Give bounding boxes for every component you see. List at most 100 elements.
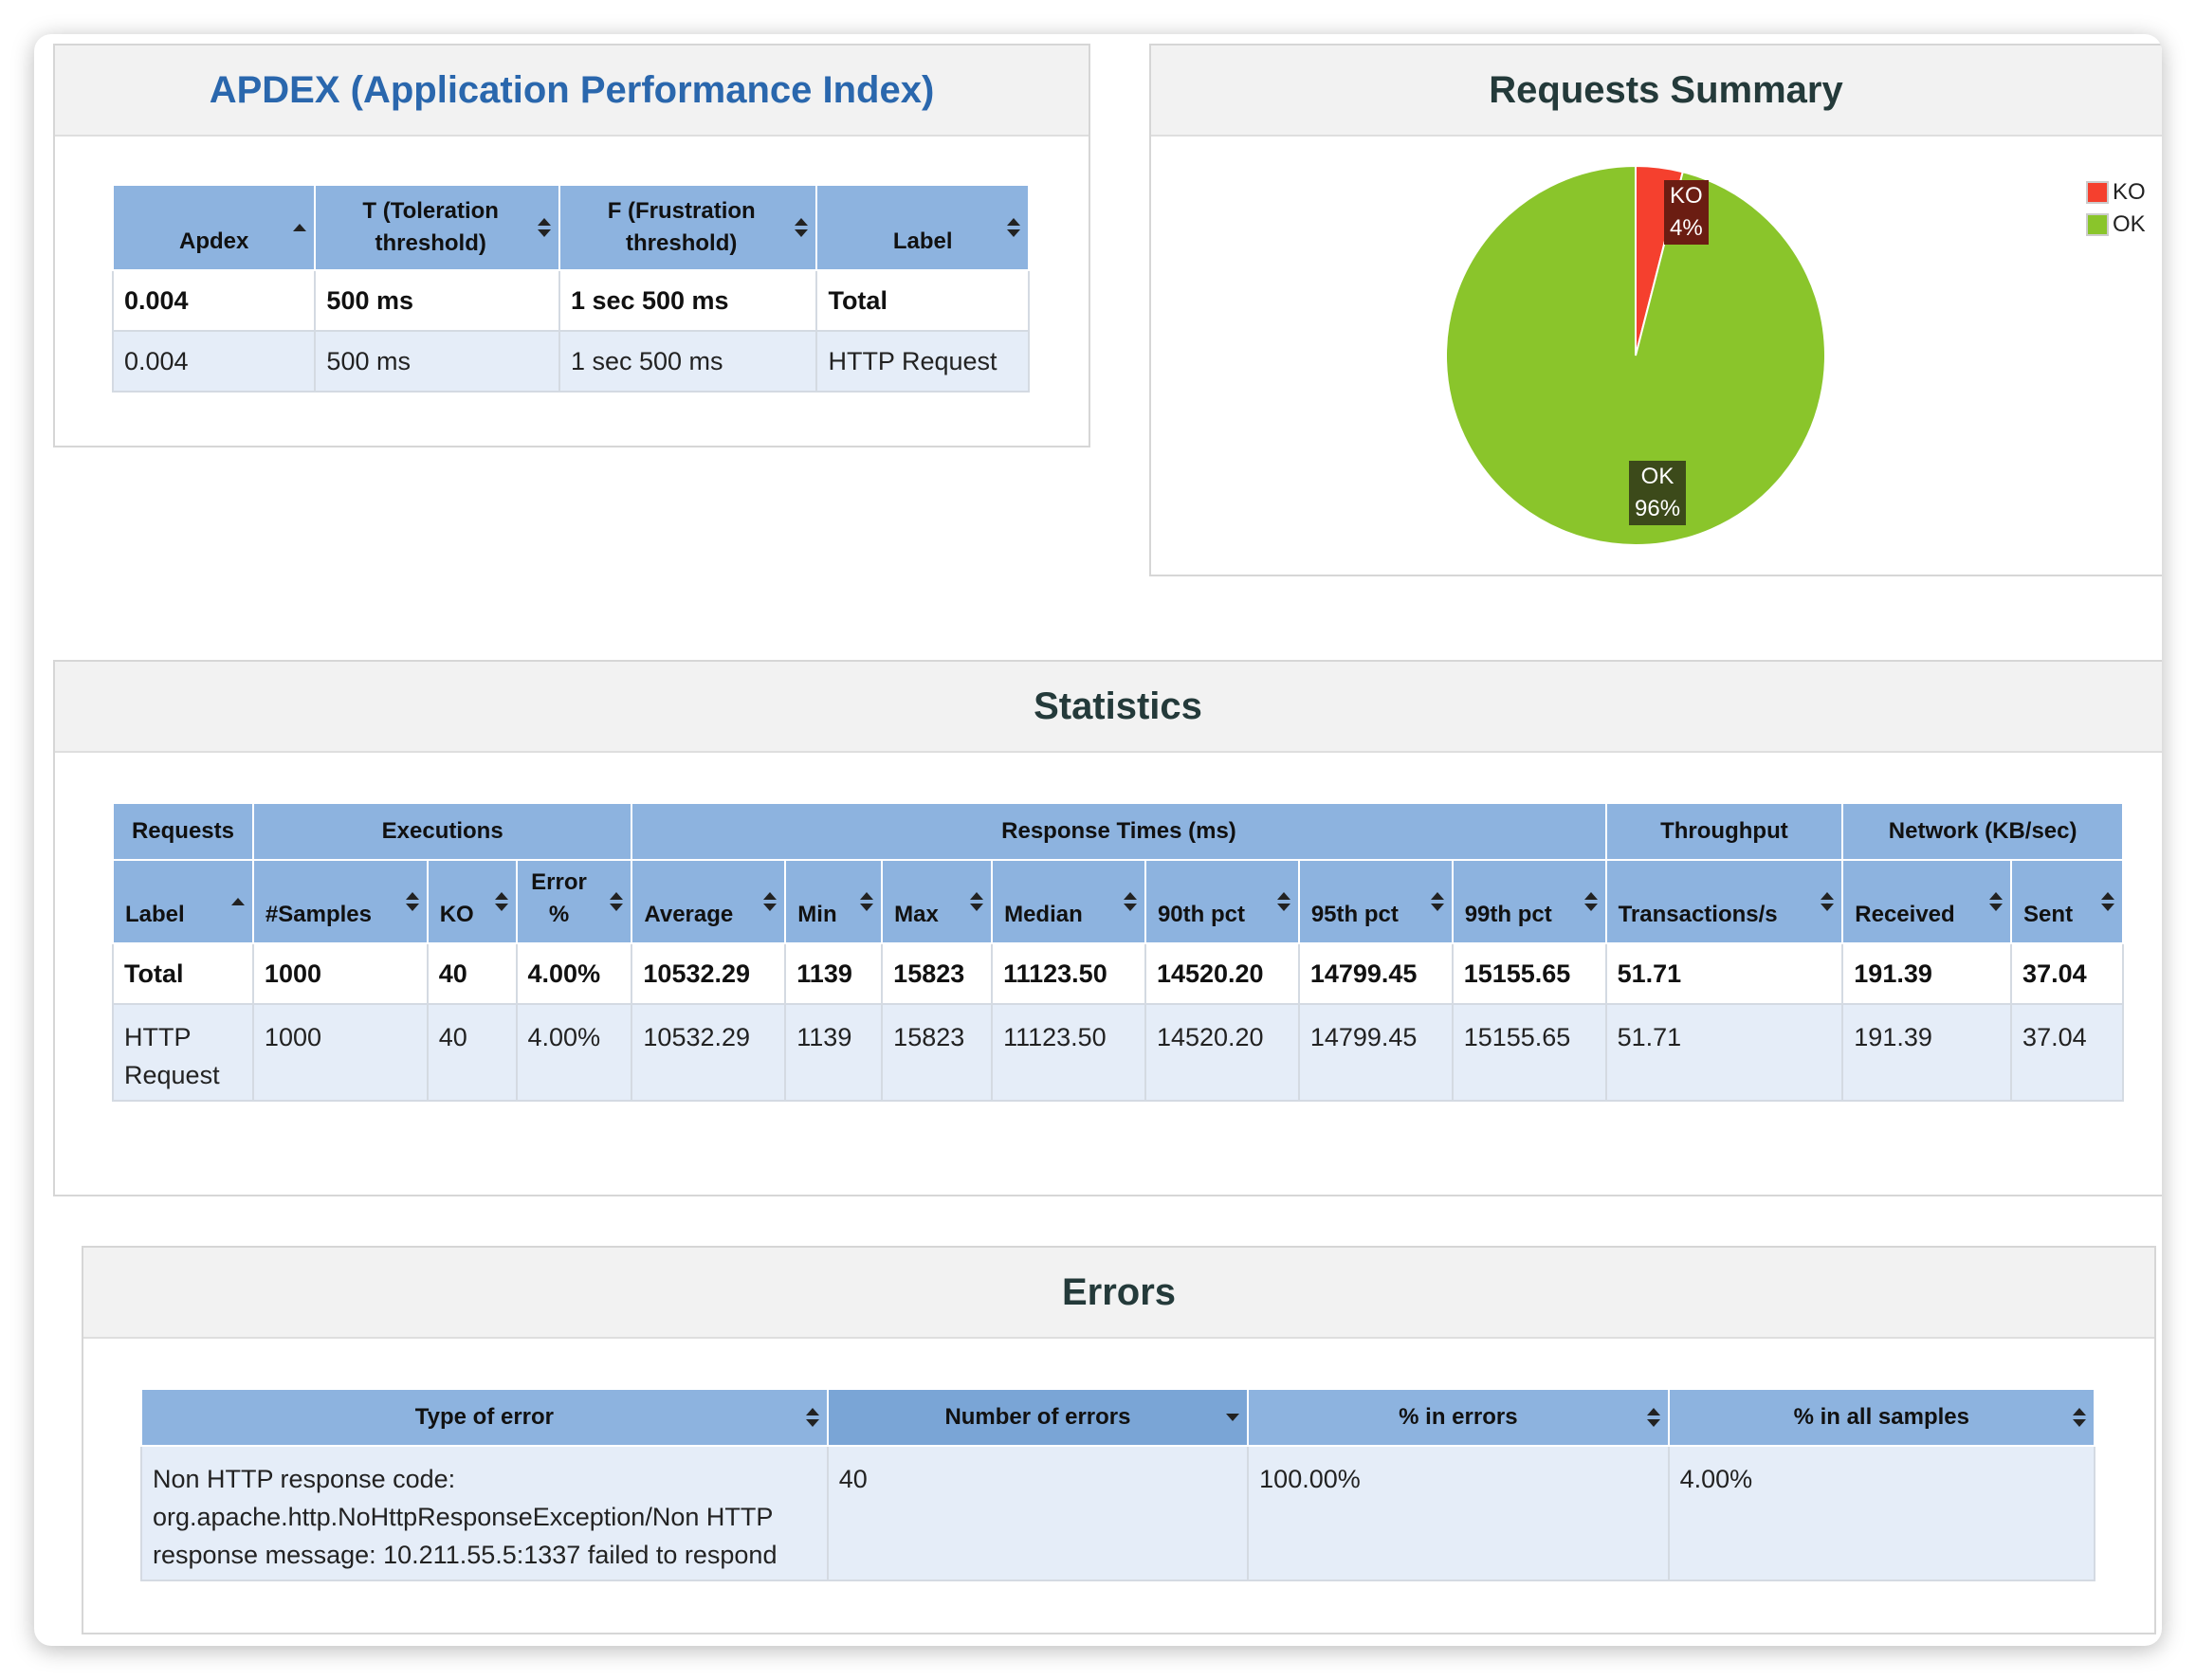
sort-icon [537,218,551,237]
stat-col-received[interactable]: Received [1841,859,2013,944]
group-throughput: Throughput [1604,802,1844,861]
cell: 500 ms [314,330,560,393]
pie-slice-ok[interactable] [1445,164,1826,546]
sort-icon [1646,1408,1660,1427]
apdex-col-frustration-label: F (Frustration threshold) [607,198,756,256]
stat-col-max-text: Max [894,902,939,927]
sort-icon [860,892,874,911]
sort-icon [1007,218,1020,237]
cell: 37.04 [2010,942,2124,1005]
stat-col-average-text: Average [644,902,734,927]
apdex-col-label[interactable]: Label [815,184,1030,271]
pie-legend: KO OK [2086,176,2146,241]
pie-label-ko-percent: 4% [1670,215,1703,241]
stat-col-max[interactable]: Max [881,859,994,944]
sort-icon [795,218,809,237]
legend-item-ok[interactable]: OK [2086,209,2146,241]
cell: 10532.29 [631,942,787,1005]
apdex-panel: APDEX (Application Performance Index) Ap… [53,44,1090,447]
stat-col-90th[interactable]: 90th pct [1144,859,1300,944]
sort-icon [1276,892,1290,911]
sort-icon [405,892,419,911]
stat-col-median[interactable]: Median [991,859,1146,944]
table-row: Total 1000 40 4.00% 10532.29 1139 15823 … [112,942,2124,1005]
sort-asc-icon [230,892,245,911]
cell: 0.004 [111,269,317,332]
apdex-col-toleration[interactable]: T (Toleration threshold) [314,184,560,271]
cell: 37.04 [2010,1003,2124,1102]
sort-icon [494,892,508,911]
stat-col-received-text: Received [1855,902,1955,927]
stat-col-median-text: Median [1004,902,1083,927]
stat-col-label[interactable]: Label [112,859,254,944]
err-col-pct-errors[interactable]: % in errors [1247,1388,1670,1447]
stat-col-label-text: Label [125,902,185,927]
sort-icon [2101,892,2114,911]
cell: 14799.45 [1297,1003,1454,1102]
stat-col-sent[interactable]: Sent [2010,859,2124,944]
stat-col-sent-text: Sent [2023,902,2074,927]
cell: 1139 [784,942,884,1005]
cell: 1000 [251,1003,429,1102]
group-network: Network (KB/sec) [1841,802,2124,861]
stat-col-transactions-text: Transactions/s [1618,902,1778,927]
cell: Non HTTP response code: org.apache.http.… [140,1445,829,1581]
err-col-type[interactable]: Type of error [140,1388,829,1447]
sort-icon [970,892,984,911]
legend-label-ko: KO [2113,179,2146,205]
stat-col-transactions[interactable]: Transactions/s [1604,859,1844,944]
err-col-number-text: Number of errors [944,1404,1131,1430]
cell: 100.00% [1247,1445,1670,1581]
cell: 40 [426,1003,518,1102]
apdex-col-apdex[interactable]: Apdex [111,184,317,271]
apdex-title: APDEX (Application Performance Index) [55,46,1089,137]
legend-swatch-ok [2086,213,2109,236]
stat-col-min-text: Min [797,902,837,927]
requests-summary-panel: Requests Summary KO 4% OK 96% KO OK [1149,44,2162,576]
stat-col-error-pct-text: Error % [531,869,587,927]
cell: 11123.50 [991,942,1146,1005]
err-col-pct-errors-text: % in errors [1399,1404,1518,1430]
pie-label-ko-name: KO [1670,183,1703,209]
stat-col-95th-text: 95th pct [1310,902,1399,927]
stat-col-samples-text: #Samples [265,902,372,927]
table-row: Non HTTP response code: org.apache.http.… [140,1445,2096,1581]
table-row: 0.004 500 ms 1 sec 500 ms Total [111,269,1030,332]
statistics-panel: Statistics Requests Executions Response … [53,660,2162,1196]
cell: 15823 [881,1003,994,1102]
cell: HTTP Request [112,1003,254,1102]
stat-col-average[interactable]: Average [631,859,787,944]
err-col-pct-samples-text: % in all samples [1793,1404,1969,1430]
apdex-col-frustration[interactable]: F (Frustration threshold) [558,184,818,271]
stat-col-90th-text: 90th pct [1157,902,1245,927]
cell: 500 ms [314,269,560,332]
err-col-number[interactable]: Number of errors [826,1388,1250,1447]
apdex-col-apdex-label: Apdex [179,228,249,254]
sort-icon [610,892,624,911]
group-executions: Executions [251,802,633,861]
group-response-times: Response Times (ms) [631,802,1607,861]
legend-item-ko[interactable]: KO [2086,176,2146,209]
cell: 51.71 [1604,942,1844,1005]
cell: 15823 [881,942,994,1005]
stat-col-99th[interactable]: 99th pct [1451,859,1607,944]
apdex-col-toleration-label: T (Toleration threshold) [362,198,499,256]
err-col-pct-samples[interactable]: % in all samples [1667,1388,2096,1447]
stat-col-99th-text: 99th pct [1464,902,1552,927]
stat-col-min[interactable]: Min [784,859,884,944]
cell: 11123.50 [991,1003,1146,1102]
cell: 14520.20 [1144,1003,1300,1102]
cell: 14520.20 [1144,942,1300,1005]
stat-col-95th[interactable]: 95th pct [1297,859,1454,944]
stat-col-ko[interactable]: KO [426,859,518,944]
apdex-col-label-text: Label [892,228,953,254]
table-row: 0.004 500 ms 1 sec 500 ms HTTP Request [111,330,1030,393]
cell: HTTP Request [815,330,1030,393]
cell: 40 [426,942,518,1005]
cell: Total [112,942,254,1005]
sort-icon [1430,892,1444,911]
stat-col-error-pct[interactable]: Error % [515,859,633,944]
stat-col-samples[interactable]: #Samples [251,859,429,944]
cell: 40 [826,1445,1250,1581]
sort-desc-icon [1226,1408,1240,1427]
